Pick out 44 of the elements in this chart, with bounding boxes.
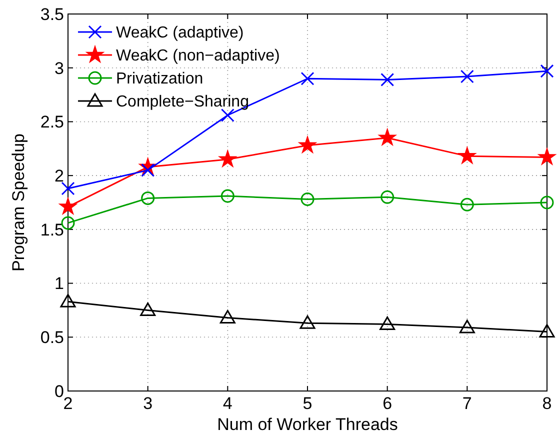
point (458, 146, 476, 164)
legend-label: WeakC (adaptive) (116, 24, 244, 42)
point (538, 148, 556, 165)
point (140, 302, 156, 316)
y-tick-label: 1.5 (40, 220, 64, 240)
point (460, 198, 474, 212)
y-tick-label: 0.5 (40, 328, 64, 348)
point (59, 197, 77, 214)
point (380, 190, 394, 204)
x-tick-label: 5 (302, 394, 312, 413)
point (460, 70, 474, 84)
point (380, 316, 396, 330)
legend-label: WeakC (non−adaptive) (116, 48, 280, 65)
x-tick-label: 4 (222, 394, 232, 413)
point (300, 315, 316, 329)
point (218, 150, 237, 168)
y-tick-label: 1 (54, 274, 64, 294)
point (61, 182, 75, 196)
x-tick-label: 8 (542, 394, 552, 413)
legend-label: Complete−Sharing (116, 94, 249, 111)
y-tick-label: 0 (54, 382, 64, 401)
point (540, 196, 554, 210)
point (300, 72, 314, 86)
point (540, 64, 554, 78)
y-tick-label: 3 (54, 58, 64, 78)
y-tick-label: 2 (54, 166, 64, 186)
y-tick-label: 3.5 (40, 4, 64, 24)
y-tick-label: 2.5 (40, 112, 64, 132)
x-tick-label: 3 (143, 394, 153, 413)
point (300, 192, 314, 206)
x-tick-label: 6 (382, 394, 392, 413)
point (539, 324, 555, 338)
x-axis-title: Num of Worker Threads (217, 415, 398, 434)
point (380, 72, 394, 86)
point (220, 189, 234, 203)
y-axis-title: Program Speedup (9, 134, 28, 272)
point (298, 136, 316, 154)
point (378, 128, 396, 146)
point (459, 320, 475, 334)
legend-label: Privatization (116, 70, 204, 88)
x-tick-label: 7 (462, 394, 472, 413)
point (220, 310, 236, 324)
point (141, 191, 155, 205)
point (60, 294, 76, 308)
